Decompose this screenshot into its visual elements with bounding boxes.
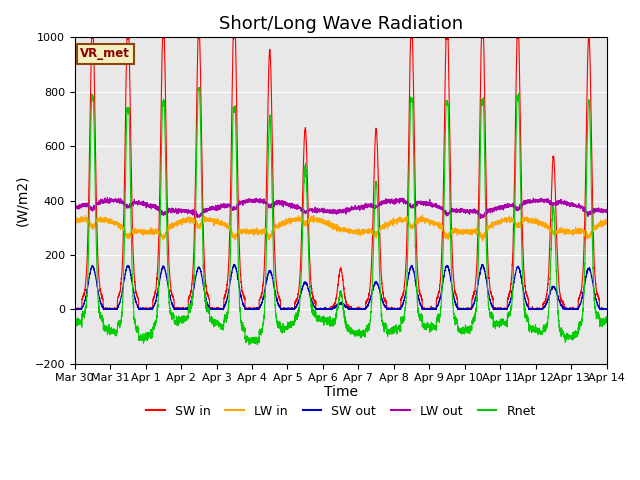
SW in <box>602 306 610 312</box>
LW out <box>431 204 438 209</box>
LW out <box>477 216 484 221</box>
LW in <box>460 231 468 237</box>
LW out <box>460 209 468 215</box>
LW in <box>602 220 610 226</box>
SW out <box>321 305 328 311</box>
Rnet <box>245 342 253 348</box>
LW in <box>479 238 486 243</box>
SW in <box>431 306 438 312</box>
SW in <box>460 306 468 312</box>
Legend: SW in, LW in, SW out, LW out, Rnet: SW in, LW in, SW out, LW out, Rnet <box>141 400 541 423</box>
SW in <box>603 306 611 312</box>
Rnet <box>195 84 203 90</box>
SW out <box>230 262 237 267</box>
LW in <box>71 216 79 222</box>
Rnet <box>321 318 329 324</box>
Title: Short/Long Wave Radiation: Short/Long Wave Radiation <box>219 15 463 33</box>
LW out <box>166 206 174 212</box>
LW in <box>490 221 498 227</box>
LW in <box>603 221 611 227</box>
Rnet <box>166 308 174 313</box>
SW out <box>431 306 438 312</box>
Y-axis label: (W/m2): (W/m2) <box>15 175 29 226</box>
LW out <box>321 207 328 213</box>
LW out <box>602 209 610 215</box>
Rnet <box>460 328 468 334</box>
Line: SW in: SW in <box>75 37 607 309</box>
LW in <box>431 220 438 226</box>
LW in <box>321 220 328 226</box>
Line: LW out: LW out <box>75 197 607 218</box>
Line: Rnet: Rnet <box>75 87 607 345</box>
SW out <box>71 306 79 312</box>
SW out <box>603 306 611 312</box>
Rnet <box>431 324 438 330</box>
LW out <box>603 208 611 214</box>
LW out <box>490 205 498 211</box>
LW out <box>71 204 79 209</box>
SW out <box>490 306 498 312</box>
SW in <box>321 306 329 312</box>
SW in <box>167 283 175 288</box>
Rnet <box>71 319 79 325</box>
Rnet <box>602 317 610 323</box>
X-axis label: Time: Time <box>324 385 358 399</box>
Rnet <box>603 319 611 324</box>
Text: VR_met: VR_met <box>80 47 130 60</box>
SW out <box>166 295 174 300</box>
LW in <box>166 221 174 227</box>
SW in <box>71 306 79 312</box>
LW in <box>419 212 426 218</box>
Line: SW out: SW out <box>75 264 607 309</box>
SW out <box>460 306 468 312</box>
SW in <box>88 35 95 40</box>
LW out <box>104 194 111 200</box>
SW out <box>602 306 610 312</box>
SW in <box>71 306 79 312</box>
Line: LW in: LW in <box>75 215 607 240</box>
SW in <box>490 306 498 312</box>
Rnet <box>490 322 498 328</box>
